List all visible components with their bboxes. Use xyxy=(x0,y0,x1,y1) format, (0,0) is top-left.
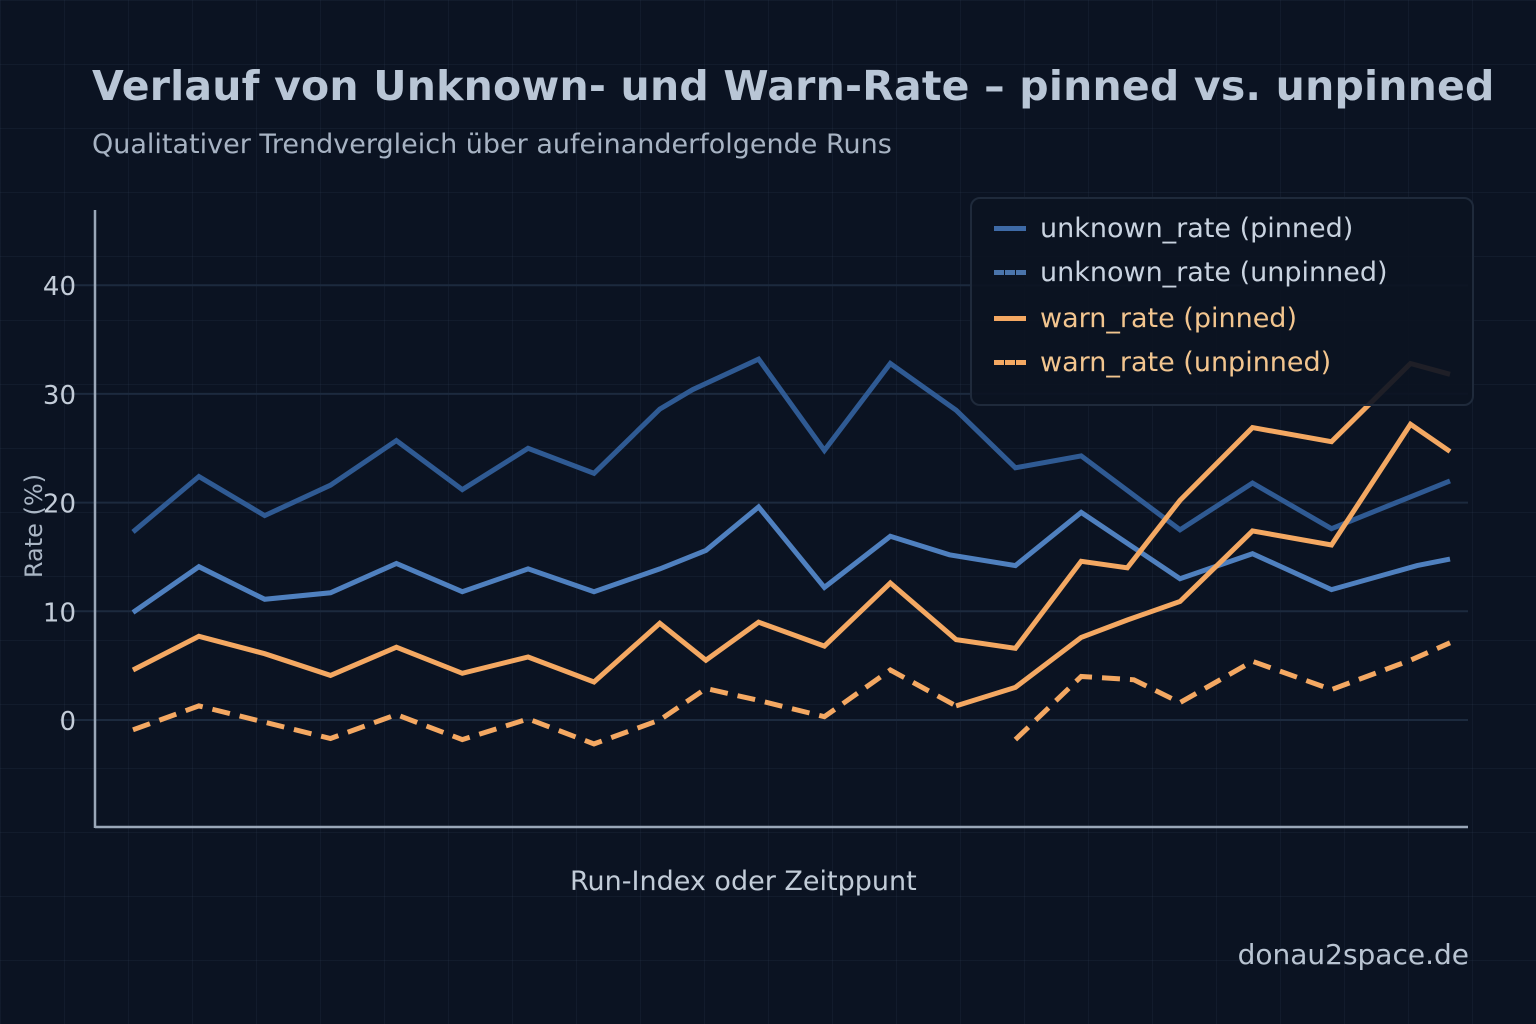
series-line-2 xyxy=(131,360,1451,685)
y-axis-label: Rate (%) xyxy=(20,473,49,579)
y-tick-label: 10 xyxy=(43,598,76,628)
legend: unknown_rate (pinned) unknown_rate (unpi… xyxy=(970,197,1474,406)
y-tick-label: 20 xyxy=(43,490,76,520)
y-tick-labels: 0 10 20 30 40 xyxy=(43,272,76,737)
chart-title: Verlauf von Unknown- und Warn-Rate – pin… xyxy=(92,62,1495,110)
y-tick-label: 0 xyxy=(59,707,76,737)
legend-item-unknown-unpinned[interactable]: unknown_rate (unpinned) xyxy=(994,257,1388,288)
legend-label: warn_rate (pinned) xyxy=(1040,303,1297,334)
y-tick-label: 30 xyxy=(43,381,76,411)
y-tick-label: 40 xyxy=(43,272,76,302)
legend-label: unknown_rate (unpinned) xyxy=(1040,257,1388,288)
legend-item-warn-pinned[interactable]: warn_rate (pinned) xyxy=(994,303,1297,334)
legend-swatch-solid xyxy=(994,316,1026,321)
legend-label: warn_rate (unpinned) xyxy=(1040,347,1332,378)
series-line-4 xyxy=(955,420,1452,709)
legend-item-unknown-pinned[interactable]: unknown_rate (pinned) xyxy=(994,213,1353,244)
chart-subtitle: Qualitativer Trendvergleich über aufeina… xyxy=(92,129,892,160)
series-line-5 xyxy=(1013,640,1452,742)
series-line-1 xyxy=(131,503,1451,615)
legend-swatch-dashed xyxy=(994,270,1026,275)
series-layer xyxy=(131,355,1452,747)
legend-label: unknown_rate (pinned) xyxy=(1040,213,1354,244)
legend-swatch-solid xyxy=(994,226,1026,231)
watermark: donau2space.de xyxy=(1237,938,1469,971)
legend-item-warn-unpinned[interactable]: warn_rate (unpinned) xyxy=(994,347,1331,378)
x-axis-label: Run-Index oder Zeitppunt xyxy=(570,866,917,897)
legend-swatch-dashed xyxy=(994,360,1026,365)
series-line-3 xyxy=(132,667,958,747)
